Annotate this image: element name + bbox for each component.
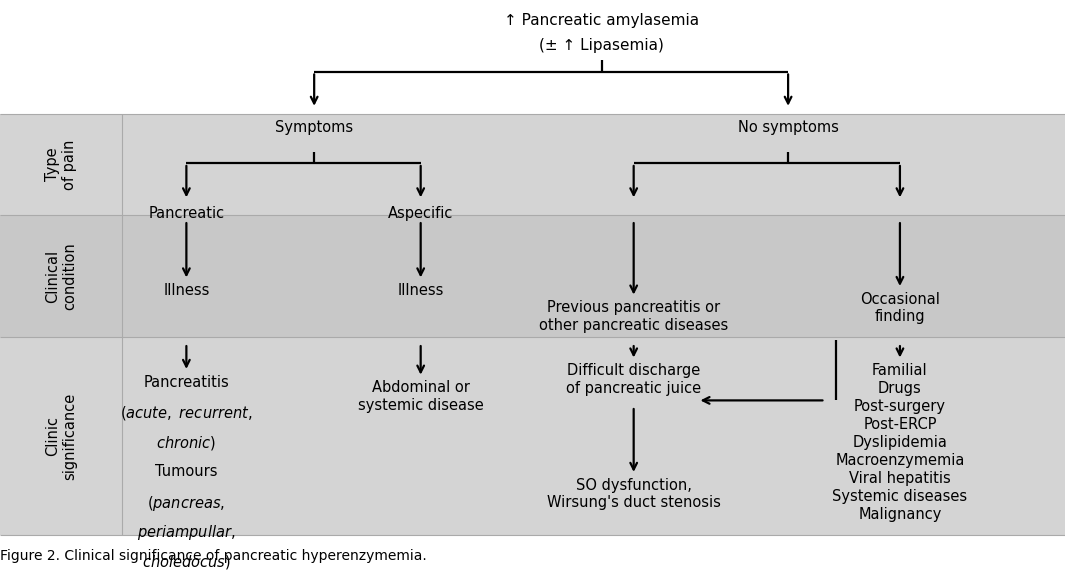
Text: $\mathit{chronic)}$: $\mathit{chronic)}$ [157,434,216,452]
Text: Illness: Illness [397,283,444,298]
Text: Pancreatitis: Pancreatitis [144,375,229,390]
Text: Symptoms: Symptoms [275,120,354,135]
Text: No symptoms: No symptoms [738,120,838,135]
Text: Familial
Drugs
Post-surgery
Post-ERCP
Dyslipidemia
Macroenzymemia
Viral hepatiti: Familial Drugs Post-surgery Post-ERCP Dy… [833,363,967,522]
Text: Clinic
significance: Clinic significance [45,392,78,480]
Text: Illness: Illness [163,283,210,298]
Text: Tumours: Tumours [155,464,217,479]
Text: Figure 2. Clinical significance of pancreatic hyperenzymemia.: Figure 2. Clinical significance of pancr… [0,549,427,563]
Text: Abdominal or
systemic disease: Abdominal or systemic disease [358,380,484,413]
Text: Pancreatic: Pancreatic [148,206,225,221]
Text: (± ↑ Lipasemia): (± ↑ Lipasemia) [539,38,665,53]
Bar [0,337,1065,535]
Text: SO dysfunction,
Wirsung's duct stenosis: SO dysfunction, Wirsung's duct stenosis [546,478,721,510]
Bar [0,214,1065,337]
Bar [0,114,1065,214]
Text: ↑ Pancreatic amylasemia: ↑ Pancreatic amylasemia [504,13,700,27]
Text: Occasional
finding: Occasional finding [859,292,939,324]
Text: Aspecific: Aspecific [388,206,454,221]
Text: Difficult discharge
of pancreatic juice: Difficult discharge of pancreatic juice [567,363,701,396]
Text: $\mathit{(pancreas,}$: $\mathit{(pancreas,}$ [147,494,226,513]
Text: Clinical
condition: Clinical condition [45,242,78,310]
Text: Previous pancreatitis or
other pancreatic diseases: Previous pancreatitis or other pancreati… [539,300,728,333]
Text: Type
of pain: Type of pain [45,139,78,190]
Text: $\mathit{periampullar,}$: $\mathit{periampullar,}$ [137,523,235,542]
Text: $\mathit{choledocus)}$: $\mathit{choledocus)}$ [142,553,231,571]
Text: $\mathit{(acute,\ recurrent,}$: $\mathit{(acute,\ recurrent,}$ [120,404,252,422]
